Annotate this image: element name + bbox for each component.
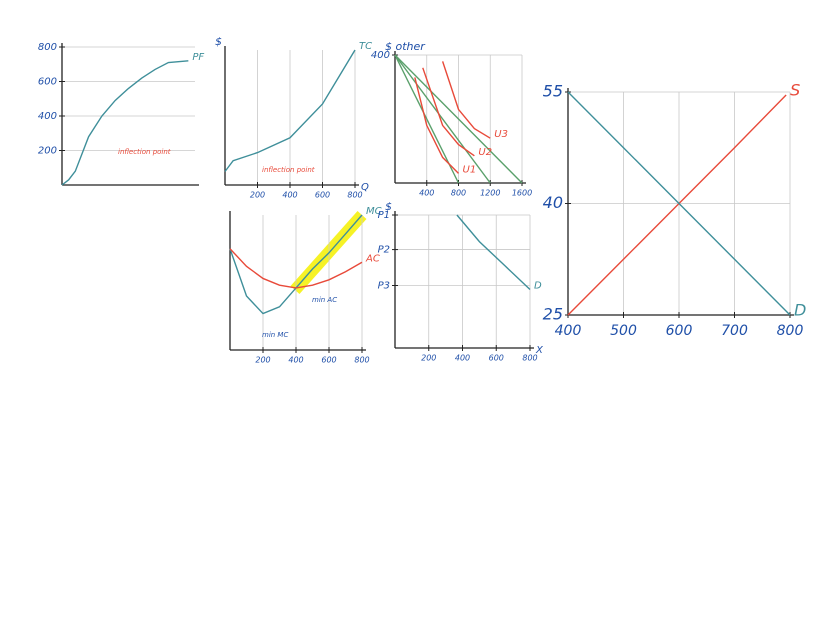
x-tick-label: 800	[347, 191, 362, 200]
curve-label: D	[534, 280, 542, 291]
y-tick-label: 200	[38, 146, 57, 157]
x-tick-label: 800	[777, 323, 804, 339]
x-tick-label: 500	[610, 323, 637, 339]
curve-label: PF	[192, 52, 204, 63]
annotation: inflection point	[118, 148, 171, 156]
x-tick-label: 600	[321, 356, 336, 365]
y-tick-label: P3	[378, 280, 390, 291]
y-tick-label: 800	[38, 42, 57, 53]
curve	[456, 214, 531, 290]
y-tick-label: 40	[543, 193, 563, 212]
curve	[394, 54, 523, 184]
x-tick-label: 200	[250, 191, 265, 200]
curve	[422, 67, 475, 157]
x-tick-label: 600	[315, 191, 330, 200]
x-tick-label: 600	[489, 354, 504, 363]
x-axis-label: X	[535, 345, 544, 356]
x-tick-label: 1600	[512, 189, 532, 198]
y-tick-label: 400	[38, 111, 57, 122]
curve-label: AC	[365, 253, 380, 264]
y-tick-label: P1	[378, 210, 390, 221]
y-tick-label: P2	[378, 245, 390, 256]
x-axis-label: Q	[361, 182, 369, 193]
curve-label: U3	[494, 129, 508, 140]
x-tick-label: 700	[721, 323, 748, 339]
x-tick-label: 400	[455, 354, 470, 363]
curve-label: MC	[366, 206, 382, 217]
x-tick-label: 400	[282, 191, 297, 200]
curve	[229, 248, 363, 289]
annotation: inflection point	[262, 166, 315, 174]
curve	[224, 49, 356, 172]
x-tick-label: 800	[522, 354, 537, 363]
x-tick-label: 600	[666, 323, 693, 339]
curve	[441, 61, 491, 139]
y-tick-label: 600	[38, 77, 57, 88]
curve-label: U1	[463, 164, 477, 175]
curve-label: D	[794, 301, 806, 320]
y-axis-label: $ other	[385, 40, 426, 53]
curve	[394, 54, 491, 184]
x-tick-label: 800	[354, 356, 369, 365]
curve-label: U2	[478, 147, 492, 158]
curve	[394, 54, 460, 184]
y-axis-label: $	[385, 200, 392, 213]
curve	[567, 91, 791, 316]
curve	[414, 77, 459, 174]
curve	[61, 60, 189, 186]
x-tick-label: 400	[555, 323, 582, 339]
y-tick-label: 25	[543, 305, 563, 324]
y-tick-label: 55	[543, 82, 563, 101]
x-tick-label: 800	[451, 189, 466, 198]
y-axis-label: $	[215, 35, 222, 48]
curve	[567, 94, 787, 316]
annotation: min MC	[262, 331, 288, 339]
y-tick-label: 400	[371, 50, 390, 61]
x-tick-label: 1200	[480, 189, 500, 198]
x-tick-label: 400	[419, 189, 434, 198]
annotation: min AC	[312, 296, 337, 304]
curve-label: S	[790, 80, 800, 99]
curve-label: TC	[359, 41, 372, 52]
x-tick-label: 200	[421, 354, 436, 363]
x-tick-label: 200	[255, 356, 270, 365]
x-tick-label: 400	[288, 356, 303, 365]
